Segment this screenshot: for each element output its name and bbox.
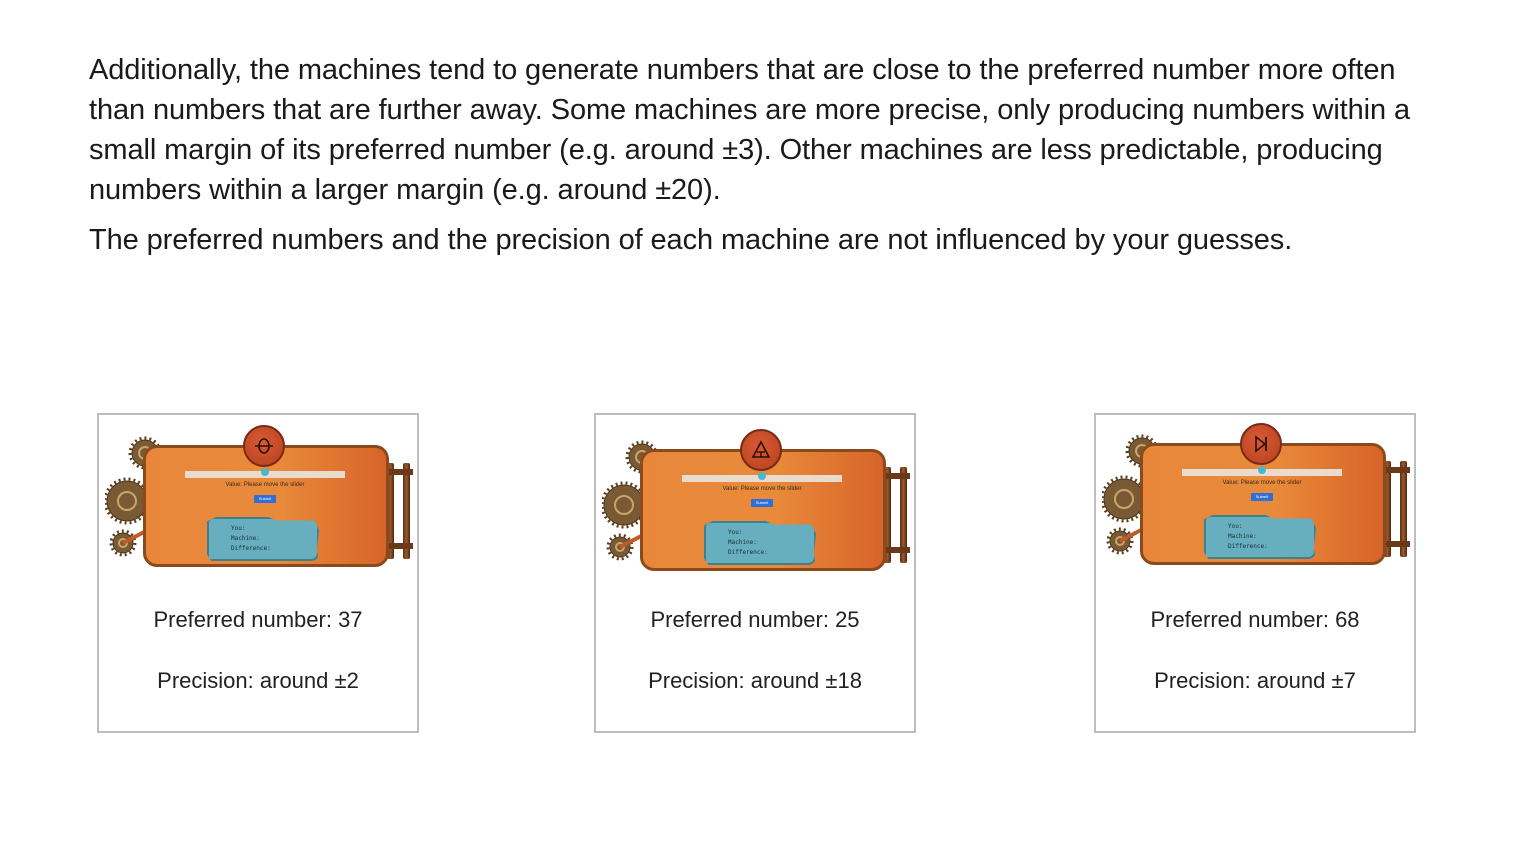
intro-paragraph-1: Additionally, the machines tend to gener… (89, 54, 1410, 206)
readout-you: You: (728, 529, 743, 536)
readout-you: You: (231, 525, 246, 532)
machine-image: Value: Please move the slider Submit You… (602, 425, 912, 577)
slider-knob[interactable] (261, 468, 269, 476)
machine-rail (880, 467, 910, 563)
triangle-icon (740, 429, 782, 471)
machine-card-3: Value: Please move the slider Submit You… (1094, 413, 1416, 733)
readout-box: You: Machine: Difference: (704, 521, 816, 565)
precision: Precision: around ±7 (1154, 668, 1356, 693)
readout-you: You: (1228, 523, 1243, 530)
preferred-number: Preferred number: 68 (1150, 607, 1360, 632)
preferred-number: Preferred number: 25 (650, 607, 860, 632)
intro-paragraph-2: The preferred numbers and the precision … (89, 224, 1293, 256)
machine-image: Value: Please move the slider Submit You… (105, 421, 415, 573)
precision: Precision: around ±18 (648, 668, 862, 693)
readout-difference: Difference: (1228, 543, 1268, 550)
submit-button[interactable]: Submit (254, 495, 276, 503)
machine-card-1: Value: Please move the slider Submit You… (97, 413, 419, 733)
slider-value-label: Value: Please move the slider (225, 482, 305, 488)
machine-card-2: Value: Please move the slider Submit You… (594, 413, 916, 733)
readout-machine: Machine: (231, 535, 260, 542)
machine-panel (143, 445, 389, 567)
theta-circle-icon (243, 425, 285, 467)
submit-button[interactable]: Submit (1251, 493, 1273, 501)
submit-button[interactable]: Submit (751, 499, 773, 507)
readout-machine: Machine: (1228, 533, 1257, 540)
readout-box: You: Machine: Difference: (1204, 515, 1316, 559)
readout-difference: Difference: (728, 549, 768, 556)
precision: Precision: around ±2 (157, 668, 359, 693)
slider-value-label: Value: Please move the slider (722, 486, 802, 492)
intro-text: Additionally, the machines tend to gener… (89, 50, 1449, 270)
slider-value-label: Value: Please move the slider (1222, 480, 1302, 486)
play-bar-icon (1240, 423, 1282, 465)
machine-image: Value: Please move the slider Submit You… (1102, 419, 1412, 571)
machine-rail (1380, 461, 1410, 557)
readout-difference: Difference: (231, 545, 271, 552)
preferred-number: Preferred number: 37 (153, 607, 363, 632)
machine-rail (383, 463, 413, 559)
slider-knob[interactable] (758, 472, 766, 480)
readout-box: You: Machine: Difference: (207, 517, 319, 561)
readout-machine: Machine: (728, 539, 757, 546)
slider-knob[interactable] (1258, 466, 1266, 474)
